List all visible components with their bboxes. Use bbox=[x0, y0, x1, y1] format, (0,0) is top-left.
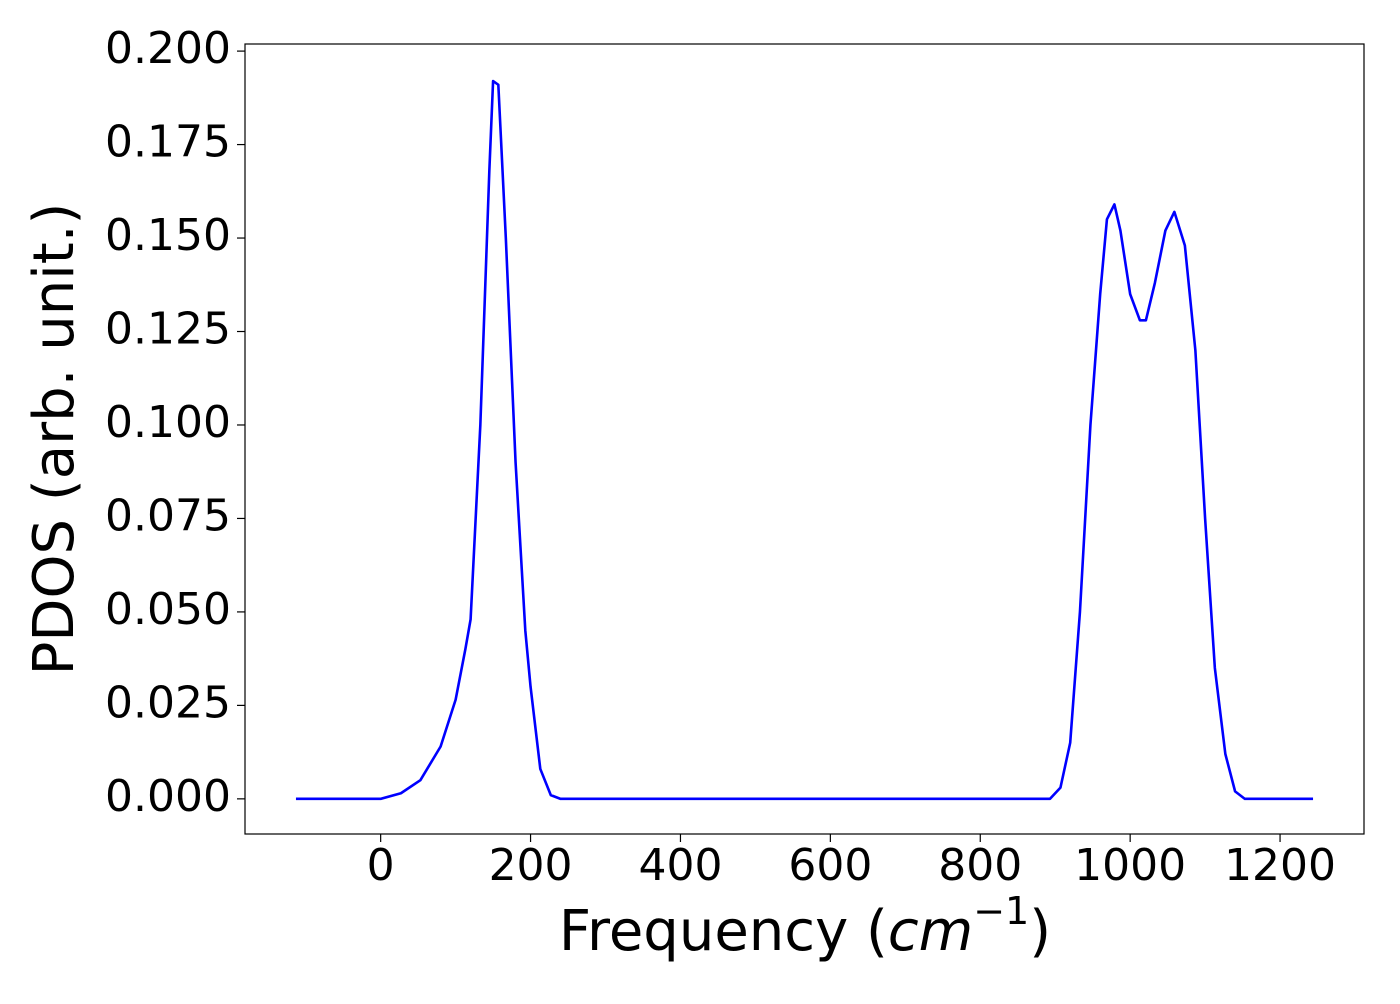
x-label-close: ) bbox=[1029, 899, 1051, 964]
y-tick-label: 0.175 bbox=[105, 117, 231, 168]
x-axis-label: Frequency (cm−1) bbox=[559, 889, 1051, 965]
x-tick-label: 600 bbox=[788, 840, 872, 891]
line-series bbox=[295, 79, 1314, 801]
y-tick-label: 0.000 bbox=[105, 771, 231, 822]
x-tick-label: 1000 bbox=[1074, 840, 1186, 891]
x-label-unit: cm bbox=[888, 899, 973, 964]
x-tick-label: 800 bbox=[938, 840, 1022, 891]
y-tick-label: 0.100 bbox=[105, 397, 231, 448]
y-tick-label: 0.125 bbox=[105, 304, 231, 355]
x-tick-label: 200 bbox=[489, 840, 573, 891]
plot-frame bbox=[244, 43, 1365, 835]
y-tick-label: 0.200 bbox=[105, 23, 231, 74]
x-tick-label: 400 bbox=[638, 840, 722, 891]
y-tick-label: 0.050 bbox=[105, 584, 231, 635]
y-axis-label: PDOS (arb. unit.) bbox=[22, 203, 87, 676]
x-label-main: Frequency ( bbox=[559, 899, 888, 964]
x-label-exponent: −1 bbox=[973, 889, 1029, 933]
y-tick-label: 0.025 bbox=[105, 677, 231, 728]
x-tick-label: 0 bbox=[367, 840, 395, 891]
y-tick-label: 0.075 bbox=[105, 490, 231, 541]
x-tick-label: 1200 bbox=[1224, 840, 1336, 891]
y-tick-label: 0.150 bbox=[105, 210, 231, 261]
